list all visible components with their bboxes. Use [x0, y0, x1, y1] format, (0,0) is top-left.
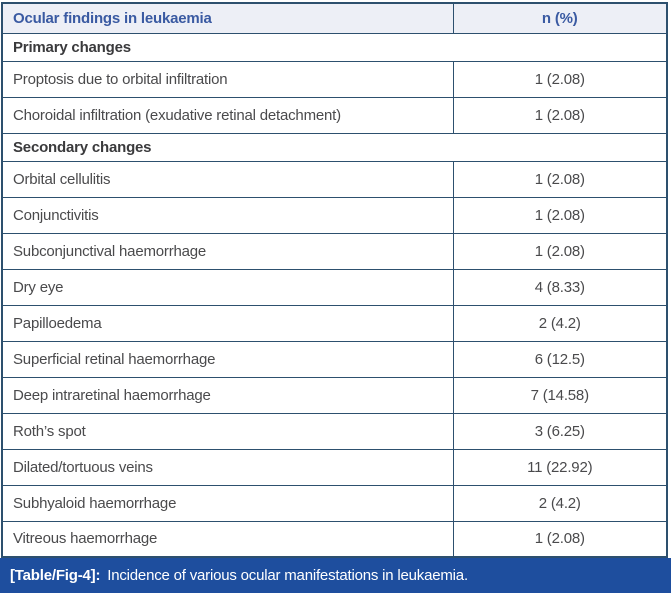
header-row: Ocular findings in leukaemia n (%): [1, 2, 668, 34]
table-row: Vitreous haemorrhage 1 (2.08): [1, 520, 668, 558]
value-cell: 2 (4.2): [452, 484, 668, 522]
finding-cell: Dilated/tortuous veins: [1, 448, 454, 486]
finding-cell: Dry eye: [1, 268, 454, 306]
value-cell: 1 (2.08): [452, 196, 668, 234]
table-row: Subconjunctival haemorrhage 1 (2.08): [1, 232, 668, 270]
value-cell: 1 (2.08): [452, 160, 668, 198]
value-cell: 3 (6.25): [452, 412, 668, 450]
section-title-secondary: Secondary changes: [1, 132, 668, 162]
table-row: Choroidal infiltration (exudative retina…: [1, 96, 668, 134]
table-row: Deep intraretinal haemorrhage 7 (14.58): [1, 376, 668, 414]
value-cell: 1 (2.08): [452, 520, 668, 558]
table-row: Proptosis due to orbital infiltration 1 …: [1, 60, 668, 98]
column-header-n-pct: n (%): [452, 2, 668, 34]
table-row: Conjunctivitis 1 (2.08): [1, 196, 668, 234]
table-row: Papilloedema 2 (4.2): [1, 304, 668, 342]
finding-cell: Conjunctivitis: [1, 196, 454, 234]
section-header-row: Primary changes: [1, 32, 668, 62]
finding-cell: Proptosis due to orbital infiltration: [1, 60, 454, 98]
column-header-findings: Ocular findings in leukaemia: [1, 2, 454, 34]
value-cell: 11 (22.92): [452, 448, 668, 486]
table-row: Dilated/tortuous veins 11 (22.92): [1, 448, 668, 486]
value-cell: 4 (8.33): [452, 268, 668, 306]
ocular-findings-table: Ocular findings in leukaemia n (%) Prima…: [1, 2, 668, 558]
value-cell: 1 (2.08): [452, 60, 668, 98]
value-cell: 1 (2.08): [452, 232, 668, 270]
value-cell: 2 (4.2): [452, 304, 668, 342]
value-cell: 1 (2.08): [452, 96, 668, 134]
value-cell: 6 (12.5): [452, 340, 668, 378]
table-row: Dry eye 4 (8.33): [1, 268, 668, 306]
table-caption: [Table/Fig-4]: Incidence of various ocul…: [0, 558, 671, 593]
finding-cell: Orbital cellulitis: [1, 160, 454, 198]
finding-cell: Subconjunctival haemorrhage: [1, 232, 454, 270]
finding-cell: Choroidal infiltration (exudative retina…: [1, 96, 454, 134]
section-title-primary: Primary changes: [1, 32, 668, 62]
finding-cell: Roth’s spot: [1, 412, 454, 450]
table-row: Orbital cellulitis 1 (2.08): [1, 160, 668, 198]
finding-cell: Deep intraretinal haemorrhage: [1, 376, 454, 414]
finding-cell: Superficial retinal haemorrhage: [1, 340, 454, 378]
value-cell: 7 (14.58): [452, 376, 668, 414]
table-row: Superficial retinal haemorrhage 6 (12.5): [1, 340, 668, 378]
finding-cell: Vitreous haemorrhage: [1, 520, 454, 558]
finding-cell: Papilloedema: [1, 304, 454, 342]
finding-cell: Subhyaloid haemorrhage: [1, 484, 454, 522]
caption-text: Incidence of various ocular manifestatio…: [107, 567, 468, 584]
section-header-row: Secondary changes: [1, 132, 668, 162]
table-row: Roth’s spot 3 (6.25): [1, 412, 668, 450]
table-row: Subhyaloid haemorrhage 2 (4.2): [1, 484, 668, 522]
caption-label: [Table/Fig-4]:: [10, 567, 101, 584]
